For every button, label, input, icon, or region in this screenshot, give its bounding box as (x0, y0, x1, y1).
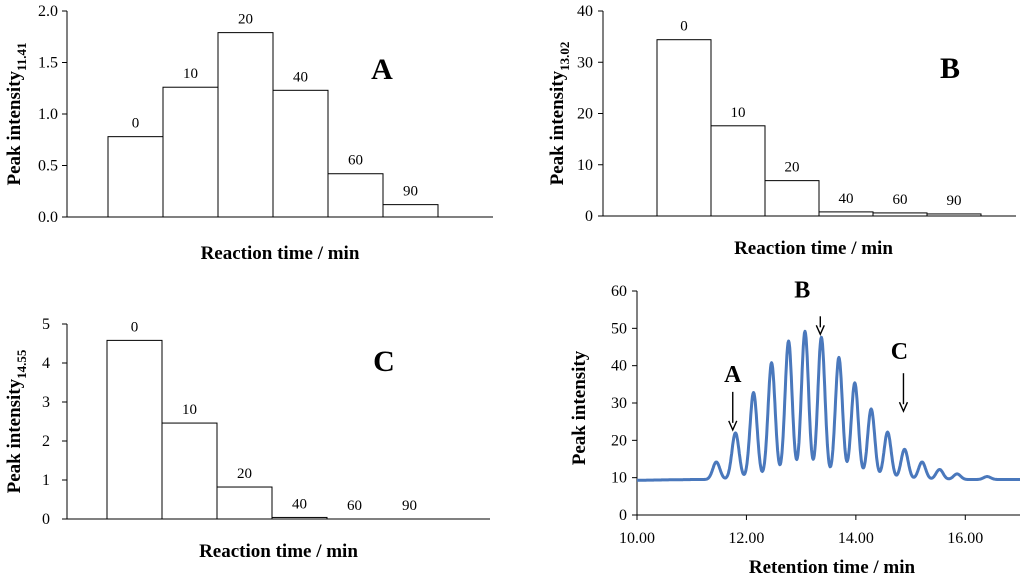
bar-40 (271, 516, 328, 520)
y-tick-label: 0 (585, 208, 593, 225)
y-tick-label: 2.0 (38, 3, 58, 20)
bar-90 (382, 204, 439, 218)
bar-0 (107, 136, 164, 218)
y-tick-label: 5 (42, 316, 50, 333)
bar-60 (327, 173, 384, 218)
chart-panel-b: 0 10 20 30 40 0 10 20 40 60 90 Reaction time / min P… (547, 3, 1016, 259)
annotation-arrowhead (898, 401, 909, 413)
bar-90 (926, 213, 982, 217)
bar-data-label: 60 (893, 192, 908, 208)
bar-data-label: 90 (403, 184, 418, 200)
bar-data-label: 20 (785, 160, 800, 176)
bar-40 (272, 89, 329, 218)
x-tick-label: 16.00 (947, 530, 983, 547)
y-axis-label-subscript: 14.55 (14, 349, 29, 379)
bar-40 (818, 211, 874, 217)
y-tick-label: 0 (619, 507, 627, 524)
bar-20 (764, 180, 820, 217)
bar-0 (656, 39, 712, 217)
y-tick-label: 1.0 (38, 106, 58, 123)
y-tick-label: 10 (577, 157, 593, 174)
x-axis-label: Reaction time / min (199, 541, 358, 562)
bar-data-label: 90 (402, 498, 417, 514)
annotation-arrowhead (815, 325, 825, 337)
y-tick-label: 4 (42, 355, 50, 372)
y-axis-label: Peak intensity11.41 (4, 42, 29, 185)
y-axis-label-subscript: 13.02 (557, 42, 572, 71)
y-axis-label: Peak intensity13.02 (547, 42, 572, 186)
y-axis-label-subscript: 11.41 (14, 42, 29, 71)
annotation-label: B (794, 277, 810, 303)
y-tick-label: 2 (42, 433, 50, 450)
bar-10 (162, 86, 219, 218)
bar-data-label: 90 (947, 193, 962, 209)
y-tick-label: 3 (42, 394, 50, 411)
bar-data-label: 10 (182, 402, 197, 418)
y-tick-label: 10 (611, 470, 627, 487)
chromatogram-panel: 0 10 20 30 40 50 60 10.00 12.00 14.00 16.00 A B C Rete… (569, 277, 1021, 577)
bar-60 (872, 212, 928, 217)
panel-letter: A (371, 53, 393, 86)
y-tick-label: 20 (611, 432, 627, 449)
bar-data-label: 20 (238, 12, 253, 28)
y-tick-label: 60 (611, 283, 627, 300)
y-tick-label: 40 (577, 3, 593, 20)
chromatogram-line (636, 329, 1021, 482)
y-axis-label: Peak intensity (569, 350, 590, 465)
bar-data-label: 10 (731, 105, 746, 121)
bar-data-label: 60 (347, 498, 362, 514)
bar-data-label: 0 (131, 319, 139, 335)
bar-10 (161, 422, 218, 520)
annotation-arrowhead (728, 420, 738, 432)
y-tick-label: 30 (577, 54, 593, 71)
bar-10 (710, 125, 766, 217)
bar-data-label: 40 (839, 191, 854, 207)
annotation-label: A (724, 362, 742, 388)
bar-data-label: 0 (680, 19, 688, 35)
x-tick-label: 12.00 (728, 530, 764, 547)
chart-panel-c: 0 1 2 3 4 5 0 10 20 40 60 90 Reaction time / min Peak… (4, 316, 490, 562)
bar-data-label: 40 (293, 69, 308, 85)
chart-panel-a: 0.0 0.5 1.0 1.5 2.0 0 10 20 40 60 90 Reaction time … (4, 3, 493, 264)
x-axis-label: Reaction time / min (734, 238, 893, 259)
bar-data-label: 40 (292, 496, 307, 512)
x-axis-label: Retention time / min (749, 557, 916, 577)
y-tick-label: 30 (611, 395, 627, 412)
bar-20 (216, 486, 273, 520)
x-tick-label: 10.00 (619, 530, 655, 547)
y-axis-label-main: Peak intensity (4, 378, 25, 493)
y-axis-label: Peak intensity14.55 (4, 349, 29, 493)
y-tick-label: 40 (611, 358, 627, 375)
y-tick-label: 1 (42, 472, 50, 489)
bar-data-label: 20 (237, 466, 252, 482)
y-tick-label: 20 (577, 106, 593, 123)
bar-data-label: 10 (183, 66, 198, 82)
bar-20 (217, 32, 274, 218)
y-axis-label-main: Peak intensity (4, 71, 25, 186)
annotation-label: C (891, 339, 908, 365)
y-tick-label: 0.0 (38, 209, 58, 226)
y-tick-label: 1.5 (38, 55, 58, 72)
bar-data-label: 60 (348, 153, 363, 169)
y-tick-label: 0.5 (38, 158, 58, 175)
bar-0 (106, 339, 163, 520)
x-tick-label: 14.00 (838, 530, 874, 547)
panel-letter: C (373, 345, 395, 378)
panel-letter: B (940, 52, 960, 85)
y-tick-label: 0 (42, 511, 50, 528)
x-axis-label: Reaction time / min (201, 243, 360, 264)
bar-data-label: 0 (132, 116, 140, 132)
y-axis-label-main: Peak intensity (547, 70, 568, 185)
y-tick-label: 50 (611, 320, 627, 337)
